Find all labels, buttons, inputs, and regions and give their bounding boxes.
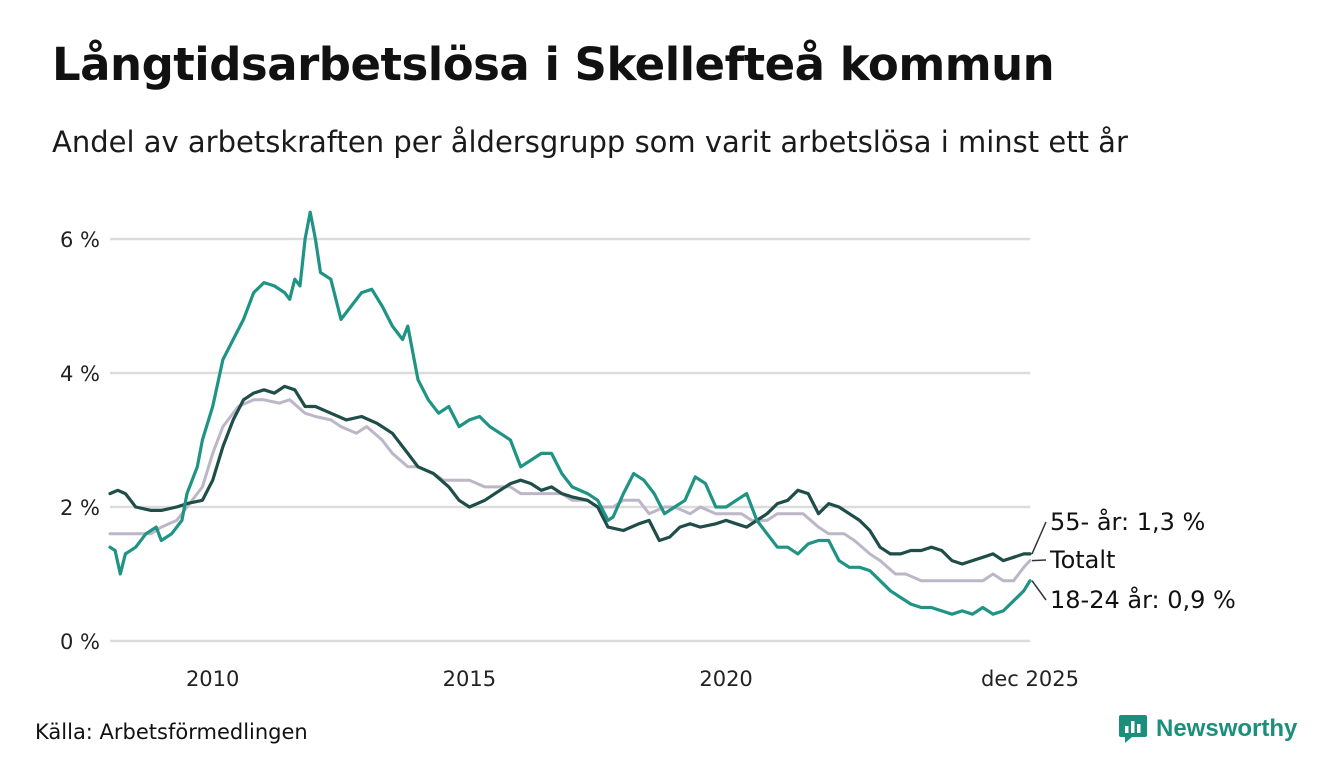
series-end-label: Totalt [1049, 546, 1115, 574]
x-tick-label: dec 2025 [981, 667, 1079, 691]
brand-name: Newsworthy [1156, 715, 1298, 742]
y-tick-label: 6 % [60, 228, 100, 252]
y-tick-label: 4 % [60, 362, 100, 386]
end-labels: Totalt 55- år: 1,3 % 18-24 år: 0,9 % [1031, 507, 1236, 614]
brand-logo[interactable]: Newsworthy [1118, 713, 1297, 745]
series-lines [108, 210, 1032, 616]
series-end-label: 55- år: 1,3 % [1050, 507, 1205, 536]
x-axis-ticks: 2010 2015 2020 dec 2025 [186, 667, 1079, 691]
y-tick-label: 0 % [60, 630, 100, 654]
x-tick-label: 2015 [443, 667, 496, 691]
page-subtitle: Andel av arbetskraften per åldersgrupp s… [52, 125, 1128, 159]
y-tick-label: 2 % [60, 496, 100, 520]
source-note: Källa: Arbetsförmedlingen [35, 720, 308, 744]
grid-lines [110, 237, 1030, 643]
bar-chart-speech-bubble-icon [1119, 715, 1147, 743]
series-end-label: 18-24 år: 0,9 % [1050, 585, 1236, 614]
series-line-55-r [108, 384, 1032, 566]
label-leader-line [1031, 521, 1047, 555]
x-tick-label: 2020 [699, 667, 752, 691]
y-axis-ticks: 0 % 2 % 4 % 6 % [60, 228, 100, 654]
label-leader-line [1031, 559, 1047, 562]
series-line-18-24-r [108, 210, 1032, 616]
page-title: Långtidsarbetslösa i Skellefteå kommun [52, 38, 1055, 91]
label-leader-line [1031, 580, 1047, 601]
x-tick-label: 2010 [186, 667, 239, 691]
